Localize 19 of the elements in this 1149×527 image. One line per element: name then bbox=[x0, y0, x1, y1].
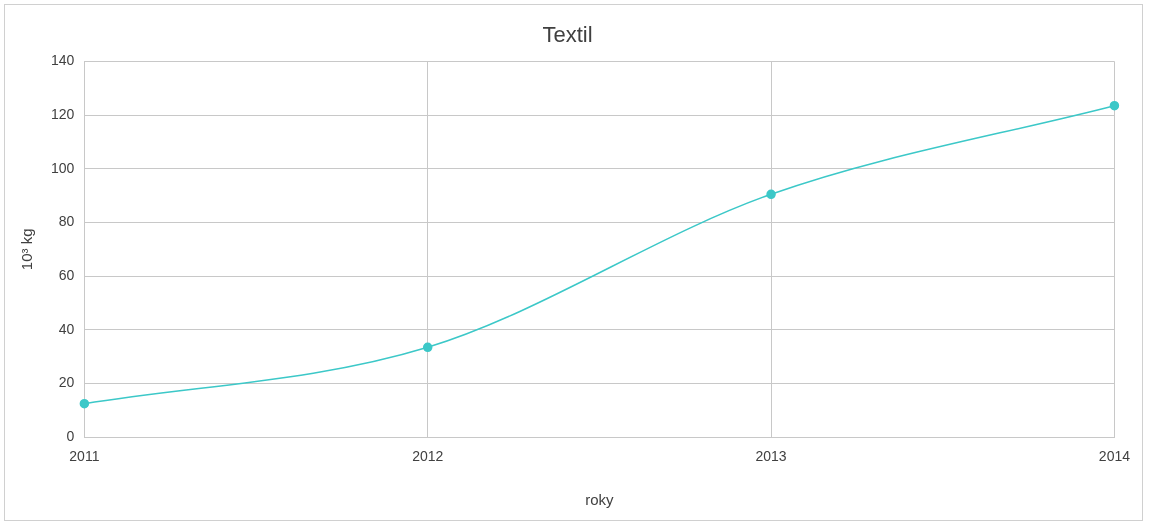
x-tick-label: 2014 bbox=[1098, 448, 1131, 465]
y-tick-label: 20 bbox=[58, 374, 75, 391]
point bbox=[422, 342, 433, 353]
point bbox=[79, 398, 90, 409]
x-tick-label: 2011 bbox=[69, 448, 100, 465]
x-tick-label: 2012 bbox=[412, 448, 444, 465]
y-tick-label: 40 bbox=[58, 320, 75, 337]
y-axis-title: 10³ kg bbox=[18, 228, 36, 271]
y-tick-label: 60 bbox=[58, 267, 75, 283]
y-tick-label: 100 bbox=[51, 159, 75, 176]
chart-title: Textil bbox=[542, 22, 593, 48]
x-tick-label: 2013 bbox=[755, 448, 787, 465]
y-tick-label: 140 bbox=[51, 52, 75, 69]
point bbox=[766, 189, 776, 200]
point bbox=[1109, 100, 1120, 111]
x-axis-title: roky bbox=[585, 491, 615, 509]
y-tick-label: 80 bbox=[58, 213, 75, 230]
y-tick-label: 120 bbox=[51, 105, 75, 122]
y-tick-label: 0 bbox=[66, 428, 75, 445]
